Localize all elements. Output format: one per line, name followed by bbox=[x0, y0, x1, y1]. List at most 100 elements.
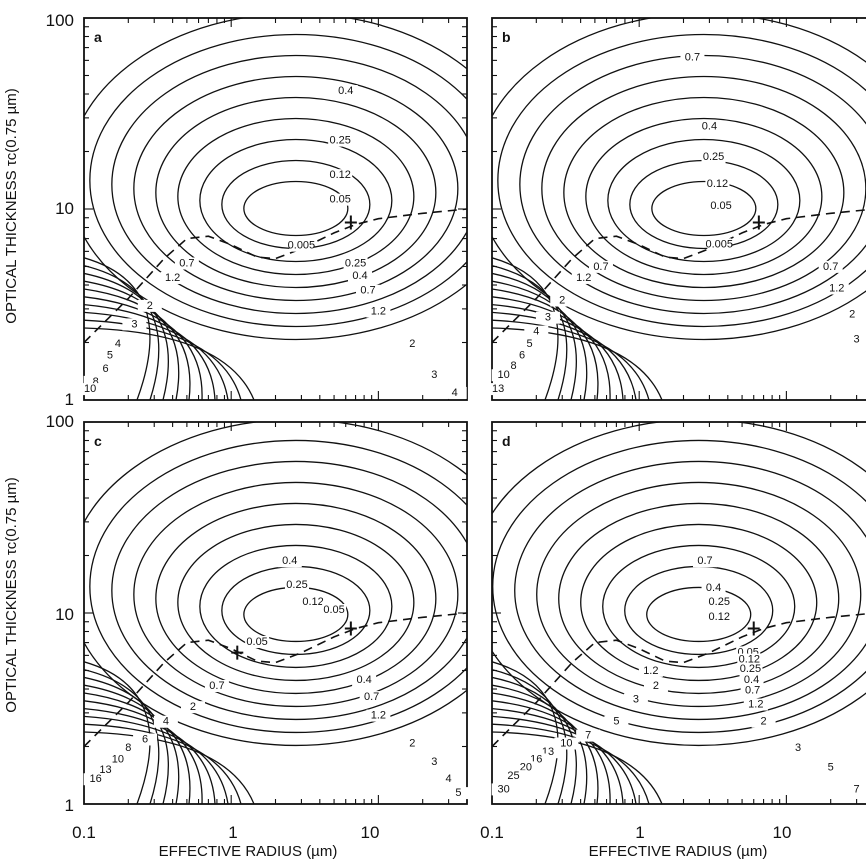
contour-line-steep bbox=[492, 715, 637, 804]
contour-label-bg bbox=[707, 610, 732, 623]
panel-letter-d: d bbox=[502, 433, 511, 449]
contour-label-d-16: 3 bbox=[633, 693, 639, 705]
contour-label-bg bbox=[517, 337, 542, 350]
contour-label-bg bbox=[322, 604, 347, 616]
contour-line bbox=[84, 422, 467, 747]
contour-label-d-24: 30 bbox=[498, 783, 510, 795]
contours-a bbox=[84, 18, 467, 400]
contour-line-steep bbox=[84, 272, 169, 400]
contour-label-bg bbox=[93, 764, 118, 777]
contour-label-d-19: 10 bbox=[560, 738, 572, 750]
contour-label-c-16: 8 bbox=[125, 742, 131, 754]
contour-label-b-12: 6 bbox=[519, 349, 525, 361]
contour-label-bg bbox=[122, 318, 147, 331]
contour-line bbox=[514, 460, 866, 721]
contour-label-bg bbox=[709, 200, 734, 212]
contour-label-bg bbox=[701, 582, 726, 595]
contour-label-bg bbox=[818, 761, 843, 774]
contour-label-bg bbox=[422, 369, 447, 382]
contour-label-bg bbox=[436, 773, 461, 786]
contour-label-bg bbox=[510, 349, 535, 362]
contour-label-a-20: 10 bbox=[84, 383, 96, 395]
contour-label-a-3: 0.05 bbox=[329, 194, 350, 206]
contour-label-b-10: 4 bbox=[533, 326, 539, 338]
contour-label-bg bbox=[740, 684, 765, 697]
contour-label-c-7: 0.7 bbox=[364, 691, 379, 703]
y-tick-label-1-top: 1 bbox=[65, 390, 74, 409]
contour-line-steep bbox=[492, 272, 577, 400]
contour-label-bg bbox=[116, 741, 141, 754]
contour-line-steep bbox=[84, 715, 229, 804]
x-tick-label-10-left: 10 bbox=[361, 823, 380, 842]
contour-label-bg bbox=[576, 729, 601, 742]
contour-label-c-11: 4 bbox=[446, 773, 452, 785]
contour-label-a-2: 0.12 bbox=[329, 169, 350, 181]
contour-label-bg bbox=[105, 753, 130, 766]
contour-line-steep bbox=[84, 707, 216, 804]
contour-label-c-17: 10 bbox=[112, 753, 124, 765]
contour-label-b-15: 13 bbox=[492, 383, 504, 395]
contour-label-bg bbox=[442, 386, 467, 399]
contour-label-bg bbox=[160, 271, 185, 284]
contour-label-bg bbox=[78, 383, 103, 396]
contour-label-a-4: 0.005 bbox=[288, 240, 316, 252]
contour-label-bg bbox=[697, 120, 722, 133]
contour-label-d-10: 2 bbox=[761, 716, 767, 728]
contour-label-c-14: 4 bbox=[163, 716, 169, 728]
contour-label-bg bbox=[105, 337, 130, 350]
dashed-curve-c bbox=[84, 612, 467, 748]
contour-label-b-3: 0.12 bbox=[707, 178, 728, 190]
contour-label-bg bbox=[153, 715, 178, 728]
contour-label-d-23: 25 bbox=[507, 770, 519, 782]
contour-label-a-0: 0.4 bbox=[338, 85, 353, 97]
contour-line bbox=[155, 96, 437, 289]
panel-b: b0.70.40.250.120.050.0050.71.22345681013… bbox=[486, 17, 866, 401]
contour-label-a-17: 5 bbox=[107, 349, 113, 361]
contour-line bbox=[536, 481, 862, 708]
contour-label-bg bbox=[245, 635, 270, 648]
y-tick-label-10-top: 10 bbox=[55, 199, 74, 218]
dashed-curve-a bbox=[84, 208, 467, 344]
contour-label-b-13: 8 bbox=[510, 360, 516, 372]
contour-line bbox=[133, 481, 459, 708]
contour-label-d-7: 0.4 bbox=[744, 674, 759, 686]
contour-label-bg bbox=[97, 349, 122, 362]
contour-line bbox=[177, 523, 415, 682]
contour-label-bg bbox=[491, 783, 516, 796]
contour-line-steep bbox=[492, 319, 650, 400]
contour-label-bg bbox=[588, 260, 613, 273]
contour-label-bg bbox=[707, 238, 732, 251]
contour-label-d-13: 7 bbox=[854, 783, 860, 795]
contour-label-c-2: 0.12 bbox=[302, 596, 323, 608]
minimum-marker-a-0 bbox=[344, 215, 357, 230]
contour-label-bg bbox=[844, 333, 866, 346]
contour-label-b-11: 5 bbox=[527, 338, 533, 350]
contour-label-bg bbox=[737, 653, 762, 666]
contour-label-d-15: 2 bbox=[653, 680, 659, 692]
contour-label-bg bbox=[328, 193, 353, 206]
contour-label-bg bbox=[818, 260, 843, 273]
x-tick-label-1-left: 1 bbox=[228, 823, 237, 842]
contour-label-bg bbox=[137, 299, 162, 312]
panel-letter-b: b bbox=[502, 29, 511, 45]
y-axis-label-bottom: OPTICAL THICKNESS τc(0.75 µm) bbox=[3, 477, 20, 712]
contour-label-b-18: 2 bbox=[849, 309, 855, 321]
contour-label-bg bbox=[204, 680, 229, 693]
contour-label-bg bbox=[844, 783, 866, 796]
x-tick-label-0-1-right: 0.1 bbox=[480, 823, 504, 842]
contour-label-bg bbox=[535, 311, 560, 324]
contour-line bbox=[492, 422, 866, 747]
contour-label-bg bbox=[333, 85, 358, 98]
contour-line bbox=[492, 18, 866, 341]
contours-c bbox=[84, 422, 467, 804]
contour-line bbox=[492, 439, 866, 734]
contour-line bbox=[89, 33, 467, 328]
contour-label-a-12: 0.7 bbox=[179, 257, 194, 269]
contour-line bbox=[602, 544, 796, 669]
contour-label-bg bbox=[277, 555, 302, 568]
contour-label-d-12: 5 bbox=[828, 761, 834, 773]
contour-line-steep bbox=[492, 303, 624, 400]
contour-label-d-3: 0.12 bbox=[709, 611, 730, 623]
contour-label-b-0: 0.7 bbox=[685, 51, 700, 63]
